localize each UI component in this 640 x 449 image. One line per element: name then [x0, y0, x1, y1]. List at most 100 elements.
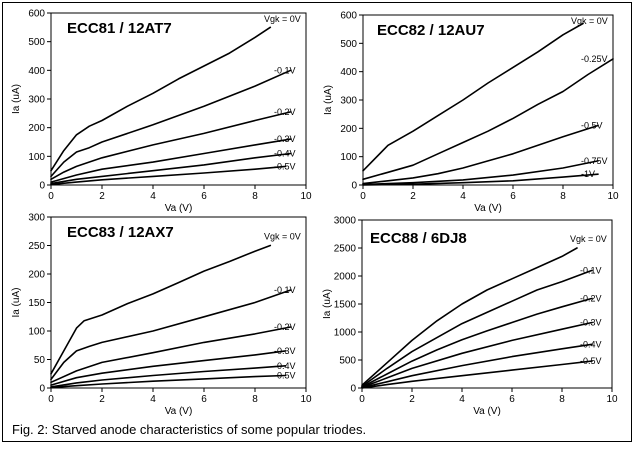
y-tick-label: 200 [28, 270, 45, 281]
y-tick-label: 300 [340, 96, 357, 107]
x-tick-label: 0 [48, 394, 54, 405]
series-line [50, 350, 287, 386]
x-tick-label: 2 [99, 394, 105, 405]
y-tick-label: 100 [28, 327, 45, 338]
series-line [50, 111, 292, 181]
curve-label: -0.4V [274, 148, 296, 158]
x-axis-title: Va (V) [474, 203, 502, 214]
series-line [361, 360, 593, 389]
x-tick-label: 0 [360, 191, 366, 202]
y-tick-label: 200 [340, 124, 357, 135]
y-tick-label: 2500 [334, 244, 357, 255]
x-tick-label: 6 [201, 191, 207, 202]
x-axis-title: Va (V) [473, 406, 501, 417]
series-line [362, 124, 599, 185]
x-tick-label: 6 [509, 394, 515, 405]
plot-area [50, 216, 307, 389]
curve-label: -0.1V [580, 265, 602, 275]
plot-area [50, 12, 307, 186]
y-tick-label: 500 [340, 39, 357, 50]
x-tick-label: 10 [300, 191, 312, 202]
curve-label: -0.75V [581, 156, 608, 166]
x-tick-label: 8 [252, 394, 258, 405]
y-tick-label: 250 [28, 241, 45, 252]
curve-label: -1V [581, 169, 595, 179]
curve-label: Vgk = 0V [571, 16, 608, 26]
x-tick-label: 4 [150, 191, 156, 202]
curve-label: -0.2V [274, 322, 296, 332]
x-tick-label: 8 [559, 394, 565, 405]
x-axis-title: Va (V) [165, 406, 193, 417]
figure-caption: Fig. 2: Starved anode characteristics of… [12, 422, 367, 437]
series-line [361, 297, 593, 388]
y-tick-label: 400 [28, 66, 45, 77]
curve-label: -0.4V [274, 361, 296, 371]
curve-label: -0.5V [580, 356, 602, 366]
y-tick-label: 100 [340, 152, 357, 163]
y-axis-title: Ia (uA) [11, 84, 22, 114]
curve-label: -0.5V [274, 161, 296, 171]
x-tick-label: 2 [410, 191, 416, 202]
series-line [50, 69, 292, 178]
y-tick-label: 600 [340, 11, 357, 22]
chart-panel-2: 0 100 200 300 400 500 600 0 2 4 6 8 10 Va (V) Ia (uA) E… [323, 11, 619, 215]
y-tick-label: 100 [28, 152, 45, 163]
x-tick-label: 2 [409, 394, 415, 405]
y-tick-label: 1000 [334, 328, 357, 339]
x-tick-label: 8 [560, 191, 566, 202]
y-tick-label: 500 [339, 356, 356, 367]
series-line [361, 269, 593, 388]
y-tick-label: 0 [39, 384, 45, 395]
x-tick-label: 6 [510, 191, 516, 202]
figure-frame: 0 100 200 300 400 500 600 0 2 4 6 8 10 Va (V) Ia (uA) E… [2, 2, 632, 442]
chart-title: ECC83 / 12AX7 [67, 224, 174, 241]
curve-label: -0.1V [274, 285, 296, 295]
y-tick-label: 1500 [334, 300, 357, 311]
curve-label: Vgk = 0V [570, 234, 607, 244]
y-tick-label: 500 [28, 37, 45, 48]
y-tick-label: 0 [350, 384, 356, 395]
series-line [362, 58, 614, 181]
series-line [50, 289, 292, 381]
chart-title: ECC82 / 12AU7 [377, 22, 485, 39]
y-axis-title: Ia (uA) [322, 289, 333, 319]
chart-panel-4: 0 500 1000 1500 2000 2500 3000 0 2 4 6 8 10 Va (V) Ia … [322, 216, 618, 418]
x-axis-title: Va (V) [165, 203, 193, 214]
chart-title: ECC81 / 12AT7 [67, 20, 172, 37]
curve-label: -0.5V [581, 121, 603, 131]
series-line [50, 365, 287, 388]
plot-area [362, 14, 614, 186]
series-line [361, 321, 593, 389]
y-tick-label: 600 [28, 9, 45, 20]
x-tick-label: 8 [252, 191, 258, 202]
series-line [361, 247, 578, 386]
x-tick-label: 6 [201, 394, 207, 405]
y-axis-title: Ia (uA) [323, 85, 334, 115]
y-tick-label: 400 [340, 67, 357, 78]
y-tick-label: 2000 [334, 272, 357, 283]
x-tick-label: 10 [607, 191, 619, 202]
curve-label: -0.2V [580, 293, 602, 303]
curve-label: -0.3V [580, 317, 602, 327]
series-line [50, 326, 292, 384]
series-line [361, 343, 593, 389]
series-line [50, 152, 292, 185]
y-tick-label: 300 [28, 95, 45, 106]
y-tick-label: 150 [28, 298, 45, 309]
y-tick-label: 3000 [334, 216, 357, 227]
curve-label: -0.25V [581, 54, 608, 64]
series-line [50, 165, 287, 186]
x-tick-label: 2 [99, 191, 105, 202]
chart-panel-3: 0 50 100 150 200 250 300 0 2 4 6 8 10 Va (V) Ia (uA) EC… [11, 213, 312, 418]
curve-label: Vgk = 0V [264, 232, 301, 242]
y-tick-label: 50 [34, 355, 46, 366]
curve-label: -0.3V [274, 346, 296, 356]
y-tick-label: 0 [351, 181, 357, 192]
curve-label: -0.2V [274, 107, 296, 117]
y-tick-label: 300 [28, 213, 45, 224]
series-line [50, 138, 292, 183]
x-tick-label: 4 [460, 191, 466, 202]
x-tick-label: 10 [300, 394, 312, 405]
y-axis-title: Ia (uA) [11, 287, 22, 317]
